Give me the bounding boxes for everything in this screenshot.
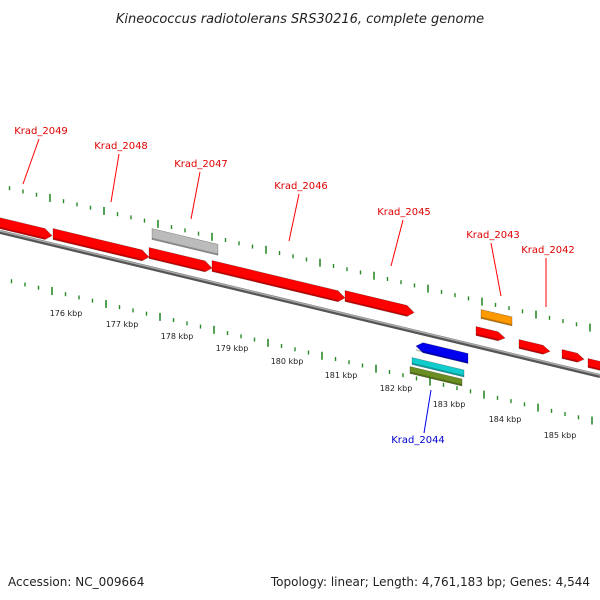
gene-krad-2049-shade [0, 226, 46, 240]
gene-krad-2049[interactable] [0, 217, 53, 240]
gene-label-krad-2045[interactable]: Krad_2045 [377, 207, 431, 218]
feature-cyan-shade [411, 362, 465, 377]
gene-label-krad-2048[interactable]: Krad_2048 [94, 141, 148, 152]
gene-labels: Krad_2049 Krad_2048 Krad_2047 Krad_2046 … [14, 126, 575, 446]
leader-krad-2043 [490, 242, 502, 297]
upper-tick-row [8, 186, 591, 332]
gene-krad-2044-shade [415, 349, 469, 364]
leader-krad-2044 [423, 389, 432, 434]
map-title: Kineococcus radiotolerans SRS30216, comp… [116, 12, 484, 27]
leader-krad-2046 [288, 193, 300, 242]
gene-krad-2045-shade [344, 299, 408, 317]
feature-olive-shade [409, 371, 463, 386]
lower-tick-row [10, 279, 593, 425]
ruler-label-178: 178 kbp [161, 332, 194, 341]
ruler-label-183: 183 kbp [433, 400, 466, 409]
gene-krad-2048-shade [52, 237, 143, 261]
gene-features [0, 217, 600, 387]
ruler-label-179: 179 kbp [216, 344, 249, 353]
gene-krad-2045[interactable] [344, 290, 415, 317]
ruler-label-177: 177 kbp [106, 320, 139, 329]
gene-krad-2047-b-shade [148, 256, 206, 272]
leader-krad-2049 [22, 138, 40, 185]
gene-krad-2047-shade [151, 237, 219, 256]
gene-krad-2040-shade [587, 365, 600, 371]
gene-label-krad-2044[interactable]: Krad_2044 [391, 435, 445, 446]
gene-krad-2047[interactable] [151, 228, 219, 256]
gene-krad-2043[interactable] [475, 326, 506, 342]
gene-label-krad-2047[interactable]: Krad_2047 [174, 159, 228, 170]
genome-stats-text: Topology: linear; Length: 4,761,183 bp; … [270, 575, 590, 589]
backbone [0, 230, 600, 378]
gene-krad-2047-b[interactable] [148, 247, 213, 273]
leader-krad-2048 [110, 153, 120, 203]
gene-krad-2040[interactable] [587, 358, 600, 371]
gene-label-krad-2042[interactable]: Krad_2042 [521, 245, 575, 256]
ruler-label-176: 176 kbp [50, 309, 83, 318]
gene-krad-2046[interactable] [211, 260, 346, 303]
label-leaders [22, 138, 547, 434]
ruler-label-182: 182 kbp [380, 384, 413, 393]
ruler-label-181: 181 kbp [325, 371, 358, 380]
gene-krad-2048[interactable] [52, 228, 150, 262]
feature-orange[interactable] [480, 309, 513, 327]
gene-krad-2043-shade [475, 333, 499, 341]
gene-krad-2042[interactable] [518, 339, 551, 355]
gene-label-krad-2043[interactable]: Krad_2043 [466, 230, 520, 241]
gene-label-krad-2046[interactable]: Krad_2046 [274, 181, 328, 192]
gene-krad-2044[interactable] [415, 342, 469, 364]
gene-label-krad-2049[interactable]: Krad_2049 [14, 126, 68, 137]
leader-krad-2045 [390, 219, 404, 267]
leader-krad-2047 [190, 171, 201, 220]
feature-orange-shade [480, 316, 513, 326]
ruler-labels: 176 kbp 177 kbp 178 kbp 179 kbp 180 kbp … [50, 309, 577, 440]
ruler-label-184: 184 kbp [489, 415, 522, 424]
gene-krad-2046-shade [211, 269, 339, 302]
gene-krad-2041-shade [561, 356, 578, 362]
accession-text: Accession: NC_009664 [8, 575, 144, 589]
gene-krad-2041[interactable] [561, 349, 585, 363]
ruler-label-180: 180 kbp [271, 357, 304, 366]
feature-cyan[interactable] [411, 357, 465, 378]
feature-olive[interactable] [409, 366, 463, 387]
gene-krad-2042-shade [518, 346, 544, 354]
ruler-label-185: 185 kbp [544, 431, 577, 440]
